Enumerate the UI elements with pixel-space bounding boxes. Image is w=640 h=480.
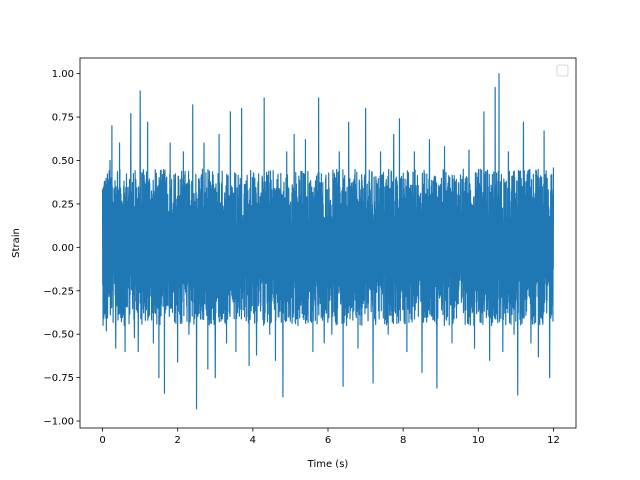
y-tick-label: 0.50 [52,156,74,167]
x-tick-label: 10 [472,435,485,446]
axes: 0 2 4 6 8 10 12 −1.00 −0.75 −0.50 −0.25 0.00 0.25 0.5… [43,69,559,446]
y-axis-label: Strain [11,228,22,258]
y-tick-label: −0.75 [43,373,74,384]
y-tick-label: −0.25 [43,286,74,297]
x-tick-label: 12 [547,435,560,446]
x-axis-label: Time (s) [307,459,349,470]
strain-series-line [101,73,555,410]
y-tick-label: 1.00 [52,69,74,80]
x-tick-label: 4 [250,435,256,446]
y-tick-label: −1.00 [43,417,74,428]
x-tick-label: 6 [325,435,331,446]
y-tick-label: 0.75 [52,113,74,124]
y-tick-label: 0.00 [52,243,74,254]
plot-area [101,73,555,410]
y-tick-label: 0.25 [52,199,74,210]
x-tick-label: 2 [175,435,181,446]
x-tick-label: 0 [99,435,105,446]
axes-frame [79,57,577,429]
legend-box [556,64,569,77]
x-tick-label: 8 [400,435,406,446]
y-tick-label: −0.50 [43,330,74,341]
